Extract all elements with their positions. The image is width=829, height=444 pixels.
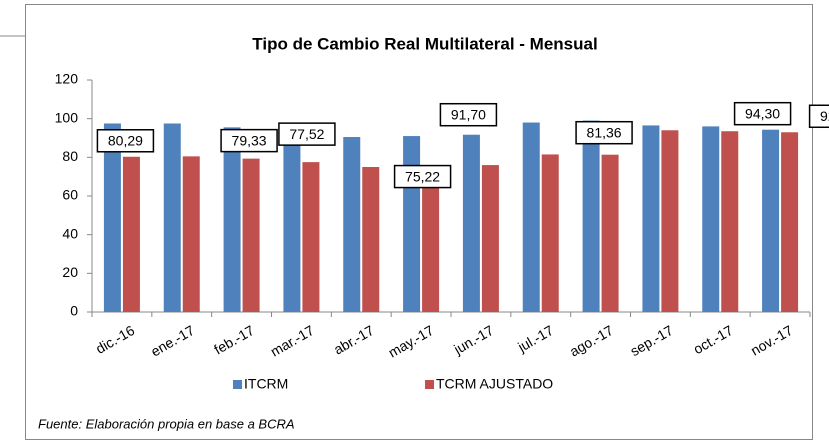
bar <box>642 125 660 312</box>
bar <box>721 131 739 312</box>
legend-swatch <box>425 380 434 389</box>
y-tick-label: 20 <box>62 264 78 280</box>
bar <box>481 165 499 312</box>
value-label: 91,70 <box>451 106 486 122</box>
bar <box>362 167 380 312</box>
value-label-box <box>733 101 792 126</box>
value-label: 79,33 <box>232 132 267 148</box>
legend-label: ITCRM <box>244 376 288 392</box>
value-label-box <box>278 122 336 146</box>
value-label: 77,52 <box>289 126 324 142</box>
bar <box>601 154 619 312</box>
source-note: Fuente: Elaboración propia en base a BCR… <box>38 416 295 431</box>
bar <box>182 156 200 312</box>
bar <box>541 154 559 312</box>
value-label-box <box>439 102 498 127</box>
value-label-box <box>575 120 633 145</box>
value-label: 80,29 <box>108 132 143 148</box>
bar <box>163 123 181 312</box>
y-tick-label: 100 <box>55 109 79 125</box>
value-label-box <box>220 128 278 153</box>
bar <box>242 158 260 312</box>
value-label-box <box>393 164 452 189</box>
bar <box>302 162 320 312</box>
bar <box>781 132 799 312</box>
legend-label: TCRM AJUSTADO <box>436 376 553 392</box>
bar <box>403 136 421 312</box>
y-tick-label: 0 <box>70 303 78 319</box>
value-label: 75,22 <box>405 168 440 184</box>
y-tick-label: 60 <box>62 187 78 203</box>
legend-swatch <box>233 380 242 389</box>
bar <box>702 126 720 313</box>
bar <box>462 134 480 312</box>
value-label-box <box>808 104 829 129</box>
bar <box>343 137 361 312</box>
bar <box>422 166 440 312</box>
bar <box>223 127 241 312</box>
bar <box>762 129 780 312</box>
bar <box>582 120 600 312</box>
bar <box>103 123 121 312</box>
bar <box>283 131 301 312</box>
value-label-box <box>96 129 155 153</box>
value-label: 81,36 <box>587 124 622 140</box>
bar <box>661 130 679 312</box>
bar <box>522 122 540 313</box>
bar <box>122 156 140 312</box>
y-tick-label: 120 <box>55 71 79 87</box>
y-tick-label: 40 <box>62 225 78 241</box>
value-label: 94,30 <box>745 105 780 121</box>
value-label: 92,97 <box>820 108 829 124</box>
y-tick-label: 80 <box>62 148 78 164</box>
chart-title: Tipo de Cambio Real Multilateral - Mensu… <box>252 34 597 53</box>
